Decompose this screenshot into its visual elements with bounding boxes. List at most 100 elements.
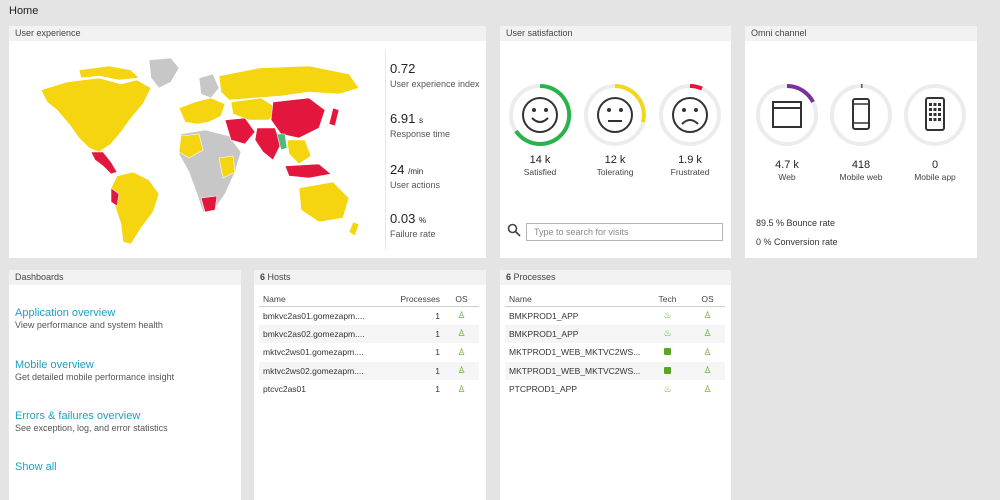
show-all-link[interactable]: Show all	[15, 461, 57, 473]
apache-icon	[664, 366, 671, 374]
table-row[interactable]: BMKPROD1_APP ♨ ♙	[505, 324, 725, 343]
show-all-label[interactable]: Show all	[15, 461, 57, 473]
host-name[interactable]: mktvc2ws02.gomezapm....	[259, 361, 389, 380]
map-region-japan	[328, 107, 340, 127]
process-name[interactable]: MKTPROD1_WEB_MKTVC2WS...	[509, 347, 641, 358]
metric-label: Response time	[390, 129, 451, 139]
dashboard-link-title[interactable]: Application overview	[15, 307, 116, 319]
metric-response-time[interactable]: 6.91 s Response time	[390, 111, 450, 139]
metric-label: Failure rate	[390, 229, 436, 239]
web-value: 4.7 k	[775, 159, 799, 171]
dashboard-link-errors-overview[interactable]: Errors & failures overview See exception…	[15, 410, 168, 433]
linux-icon: ♙	[703, 310, 712, 320]
host-processes: 1	[435, 384, 440, 395]
metric-value: 24	[390, 162, 405, 177]
map-region-indonesia	[284, 163, 332, 179]
table-row[interactable]: PTCPROD1_APP ♨ ♙	[505, 380, 725, 399]
world-map[interactable]	[19, 48, 369, 248]
dashboard-link-desc: Get detailed mobile performance insight	[15, 372, 175, 382]
dashboard-link-mobile-overview[interactable]: Mobile overview Get detailed mobile perf…	[15, 359, 174, 382]
java-icon: ♨	[663, 328, 672, 339]
web-label: Web	[778, 172, 796, 182]
processes-count: 6	[506, 272, 512, 282]
map-region-myanmar	[276, 133, 288, 151]
table-row[interactable]: bmkvc2as01.gomezapm.... 1 ♙	[259, 306, 479, 325]
linux-icon: ♙	[457, 383, 466, 394]
metric-ux-index[interactable]: 0.72 User experience index	[390, 61, 480, 89]
bounce-rate: 89.5 % Bounce rate	[756, 218, 836, 228]
visit-search-input[interactable]	[526, 223, 723, 241]
tile-title: 6 Processes	[500, 270, 731, 285]
metric-user-actions[interactable]: 24 /min User actions	[390, 162, 440, 190]
dashboard-link-desc: View performance and system health	[15, 320, 163, 330]
column-processes[interactable]: Processes	[389, 292, 444, 307]
breadcrumb-home[interactable]: Home	[9, 5, 39, 17]
linux-icon: ♙	[703, 328, 712, 339]
host-name[interactable]: bmkvc2as02.gomezapm....	[259, 324, 389, 343]
table-row[interactable]: ptcvc2as01 1 ♙	[259, 380, 479, 399]
table-header: Name Tech OS	[505, 292, 725, 307]
web-channel[interactable]: 4.7 k Web	[754, 82, 820, 182]
browser-window-icon	[756, 83, 818, 146]
search-icon[interactable]	[507, 223, 521, 237]
map-region-south-africa	[200, 195, 218, 213]
column-name[interactable]: Name	[259, 292, 389, 307]
table-row[interactable]: BMKPROD1_APP ♨ ♙	[505, 306, 725, 325]
host-name[interactable]: bmkvc2as01.gomezapm....	[263, 310, 365, 321]
dashboard-link-application-overview[interactable]: Application overview View performance an…	[15, 307, 163, 330]
hosts-title: Hosts	[267, 272, 291, 282]
frustrated-indicator[interactable]: 1.9 k Frustrated	[657, 82, 723, 177]
mobile-app-channel[interactable]: 0 Mobile app	[902, 82, 968, 182]
map-region-west-africa	[178, 133, 204, 159]
process-name[interactable]: BMKPROD1_APP	[509, 310, 579, 321]
table-row[interactable]: mktvc2ws01.gomezapm.... 1 ♙	[259, 343, 479, 362]
table-row[interactable]: mktvc2ws02.gomezapm.... 1 ♙	[259, 361, 479, 380]
metric-failure-rate[interactable]: 0.03 % Failure rate	[390, 211, 436, 239]
dashboard-link-title[interactable]: Errors & failures overview	[15, 410, 141, 422]
linux-icon: ♙	[703, 346, 712, 357]
process-name[interactable]: PTCPROD1_APP	[509, 384, 578, 395]
column-tech[interactable]: Tech	[645, 292, 690, 307]
dashboard-link-title[interactable]: Mobile overview	[15, 359, 94, 371]
column-name[interactable]: Name	[505, 292, 645, 307]
process-name[interactable]: BMKPROD1_APP	[505, 324, 645, 343]
host-processes: 1	[435, 310, 440, 321]
host-name[interactable]: mktvc2ws01.gomezapm....	[263, 347, 364, 358]
tolerating-value: 12 k	[604, 154, 626, 166]
table-header: Name Processes OS	[259, 292, 479, 307]
tile-title: 6 Hosts	[254, 270, 486, 285]
map-region-india	[254, 127, 282, 161]
table-row[interactable]: MKTPROD1_WEB_MKTVC2WS... ♙	[505, 343, 725, 362]
user-satisfaction-tile: User satisfaction 14 k Satisfied 12 k To…	[500, 26, 731, 258]
column-os[interactable]: OS	[444, 292, 479, 307]
omni-channel-tile: Omni channel 4.7 k Web 418 Mobile web	[745, 26, 977, 258]
map-region-australia	[298, 181, 350, 223]
java-icon: ♨	[663, 310, 672, 320]
metric-label: User experience index	[390, 79, 480, 89]
map-region-central-asia	[230, 97, 278, 121]
host-processes: 1	[389, 324, 444, 343]
process-name[interactable]: MKTPROD1_WEB_MKTVC2WS...	[505, 361, 645, 380]
mobile-web-channel[interactable]: 418 Mobile web	[828, 82, 894, 182]
frustrated-label: Frustrated	[670, 167, 710, 177]
metric-unit: /min	[408, 167, 424, 176]
host-processes: 1	[389, 361, 444, 380]
table-row[interactable]: MKTPROD1_WEB_MKTVC2WS... ♙	[505, 361, 725, 380]
dashboards-tile: Dashboards Application overview View per…	[9, 270, 241, 500]
map-region-greenland	[148, 57, 180, 89]
metric-value: 6.91	[390, 111, 416, 126]
map-region-east-africa	[218, 155, 236, 179]
column-os[interactable]: OS	[690, 292, 725, 307]
table-row[interactable]: bmkvc2as02.gomezapm.... 1 ♙	[259, 324, 479, 343]
metric-unit: %	[418, 216, 427, 225]
satisfied-indicator[interactable]: 14 k Satisfied	[507, 82, 573, 177]
tolerating-indicator[interactable]: 12 k Tolerating	[582, 82, 648, 177]
map-region-peru	[110, 187, 120, 207]
processes-tile: 6 Processes Name Tech OS BMKPROD1_APP ♨ …	[500, 270, 731, 500]
map-region-new-zealand	[348, 221, 360, 237]
satisfied-label: Satisfied	[523, 167, 557, 177]
apache-icon	[664, 348, 671, 356]
host-name[interactable]: ptcvc2as01	[263, 384, 306, 395]
map-region-russia	[218, 65, 360, 101]
dashboard-link-desc: See exception, log, and error statistics	[15, 423, 168, 433]
